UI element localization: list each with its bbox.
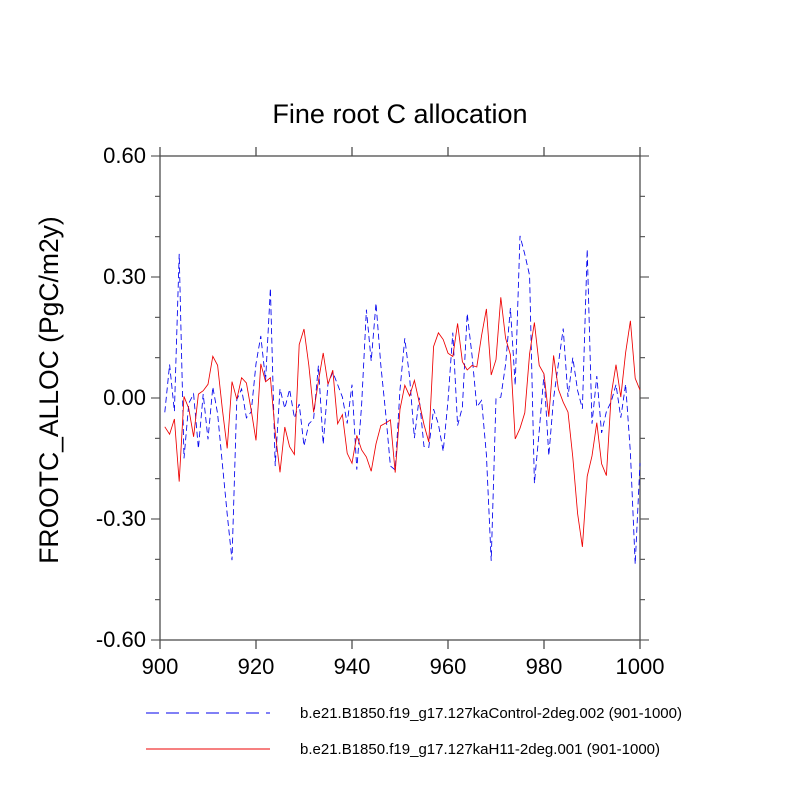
svg-text:940: 940 [334, 654, 371, 679]
svg-text:-0.60: -0.60 [96, 627, 146, 652]
svg-text:980: 980 [526, 654, 563, 679]
svg-text:920: 920 [238, 654, 275, 679]
svg-text:b.e21.B1850.f19_g17.127kaContr: b.e21.B1850.f19_g17.127kaControl-2deg.00… [300, 705, 682, 722]
svg-text:1000: 1000 [616, 654, 665, 679]
svg-text:960: 960 [430, 654, 467, 679]
svg-text:0.60: 0.60 [103, 143, 146, 168]
svg-text:FROOTC_ALLOC (PgC/m2y): FROOTC_ALLOC (PgC/m2y) [34, 216, 64, 564]
svg-text:-0.30: -0.30 [96, 506, 146, 531]
svg-text:0.30: 0.30 [103, 264, 146, 289]
svg-text:Fine root C allocation: Fine root C allocation [272, 99, 527, 129]
svg-text:0.00: 0.00 [103, 385, 146, 410]
svg-text:900: 900 [142, 654, 179, 679]
svg-text:b.e21.B1850.f19_g17.127kaH11-2: b.e21.B1850.f19_g17.127kaH11-2deg.001 (9… [300, 741, 660, 758]
